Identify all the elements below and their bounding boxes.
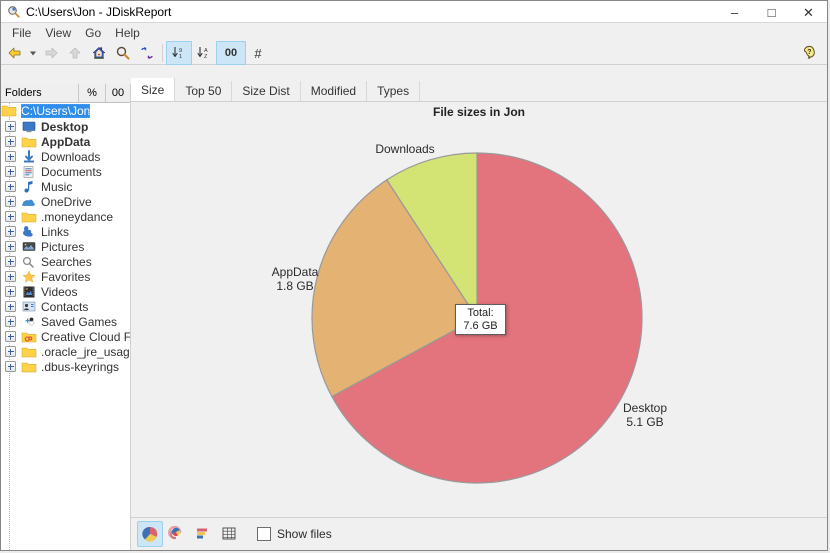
svg-text:?: ? [807, 49, 811, 56]
svg-text:Z: Z [204, 54, 208, 60]
svg-text:1: 1 [179, 54, 182, 60]
